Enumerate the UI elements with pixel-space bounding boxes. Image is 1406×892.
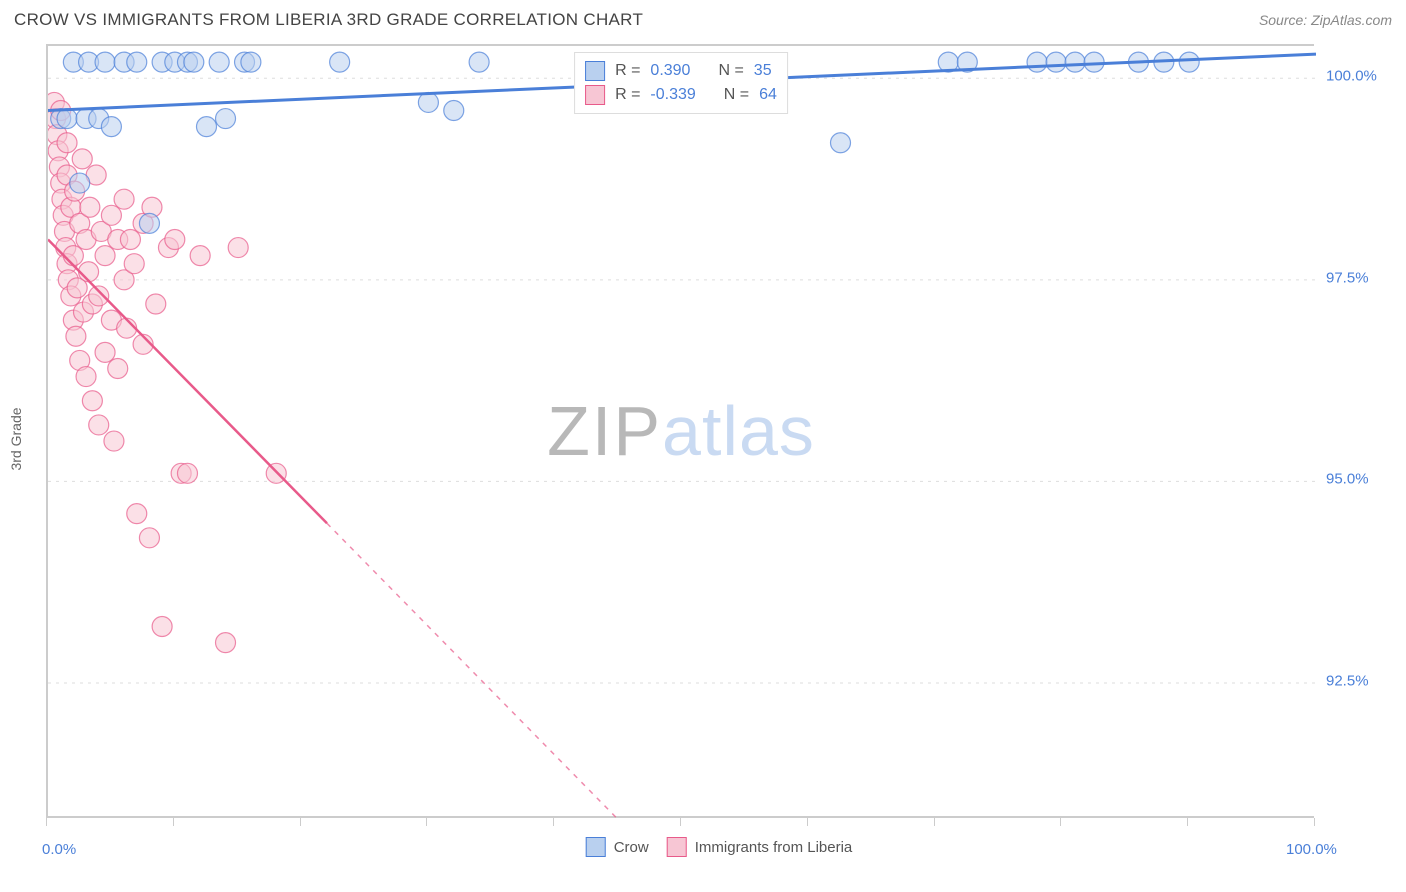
legend-item-crow: Crow — [586, 837, 649, 857]
legend-swatch-liberia — [667, 837, 687, 857]
legend-r-label: R = — [615, 86, 640, 104]
plot-area: ZIPatlas R = 0.390 N = 35 R = -0.339 — [46, 44, 1314, 818]
x-tick — [173, 818, 174, 826]
legend-r-value: 0.390 — [650, 62, 690, 80]
x-tick — [934, 818, 935, 826]
legend-swatch-liberia — [585, 85, 605, 105]
x-tick — [1060, 818, 1061, 826]
legend-n-label: N = — [718, 62, 743, 80]
x-tick — [1314, 818, 1315, 826]
legend-label: Crow — [614, 839, 649, 856]
legend-item-liberia: Immigrants from Liberia — [667, 837, 853, 857]
y-tick-label: 95.0% — [1326, 471, 1369, 488]
x-tick — [426, 818, 427, 826]
legend-r-label: R = — [615, 62, 640, 80]
legend-label: Immigrants from Liberia — [695, 839, 853, 856]
x-axis-max-label: 100.0% — [1286, 841, 1337, 858]
x-tick — [300, 818, 301, 826]
y-tick-label: 97.5% — [1326, 269, 1369, 286]
x-tick — [807, 818, 808, 826]
plot-svg — [48, 46, 1316, 820]
legend-swatch-crow — [586, 837, 606, 857]
chart-container: 3rd Grade ZIPatlas R = 0.390 N = 35 R = — [46, 44, 1392, 864]
legend-r-value: -0.339 — [650, 86, 695, 104]
legend-correlation-row: R = -0.339 N = 64 — [585, 83, 777, 107]
legend-n-value: 35 — [754, 62, 772, 80]
x-tick — [1187, 818, 1188, 826]
legend-n-label: N = — [724, 86, 749, 104]
x-axis-min-label: 0.0% — [42, 841, 76, 858]
x-tick — [46, 818, 47, 826]
chart-title: CROW VS IMMIGRANTS FROM LIBERIA 3RD GRAD… — [14, 10, 643, 30]
legend-n-value: 64 — [759, 86, 777, 104]
legend-correlation: R = 0.390 N = 35 R = -0.339 N = 64 — [574, 52, 788, 114]
y-tick-label: 100.0% — [1326, 68, 1377, 85]
legend-correlation-row: R = 0.390 N = 35 — [585, 59, 777, 83]
chart-source: Source: ZipAtlas.com — [1259, 12, 1392, 28]
x-tick — [680, 818, 681, 826]
y-tick-label: 92.5% — [1326, 672, 1369, 689]
x-tick — [553, 818, 554, 826]
chart-header: CROW VS IMMIGRANTS FROM LIBERIA 3RD GRAD… — [0, 0, 1406, 36]
legend-series: Crow Immigrants from Liberia — [586, 837, 853, 857]
legend-swatch-crow — [585, 61, 605, 81]
y-axis-label: 3rd Grade — [8, 407, 24, 470]
